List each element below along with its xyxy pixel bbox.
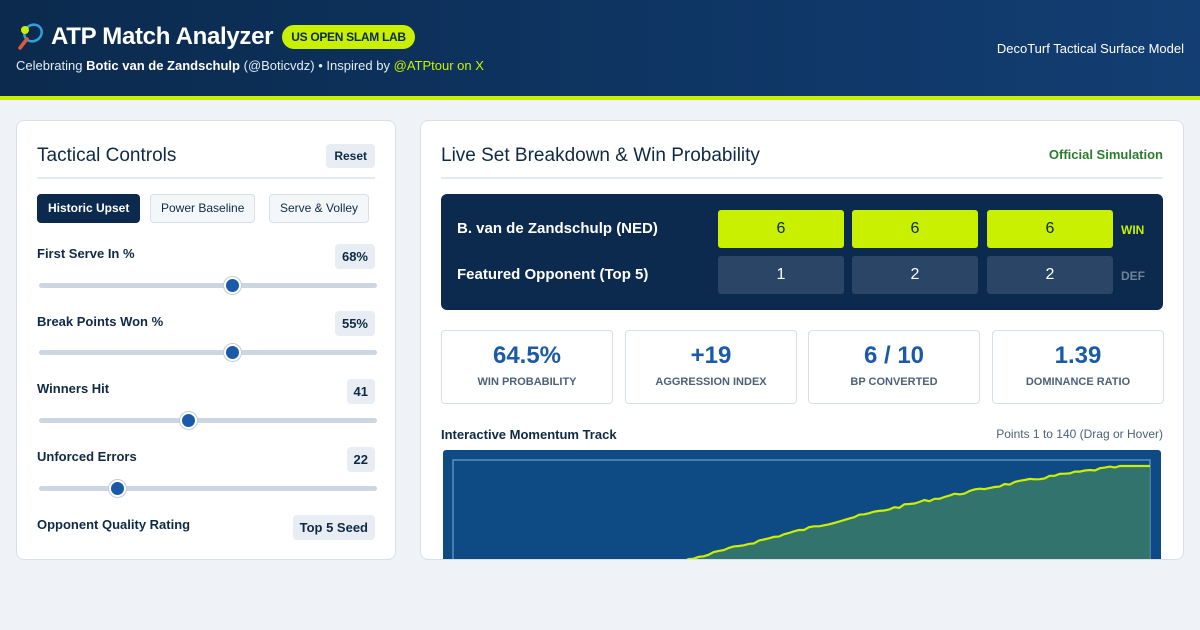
dominance-ratio-label: DOMINANCE RATIO bbox=[1025, 376, 1131, 388]
header-subtitle: Celebrating Botic van de Zandschulp (@Bo… bbox=[16, 58, 484, 73]
momentum-line[interactable] bbox=[453, 464, 1150, 560]
player-1-name: B. van de Zandschulp (NED) bbox=[457, 220, 658, 237]
momentum-area bbox=[689, 466, 1150, 559]
player-1-set-1: 6 bbox=[718, 210, 844, 248]
player-2-result: DEF bbox=[1121, 269, 1145, 283]
tactical-controls-card: Tactical Controls Reset Historic Upset P… bbox=[16, 120, 396, 560]
winners-label: Winners Hit bbox=[37, 381, 110, 396]
player-2-name: Featured Opponent (Top 5) bbox=[457, 266, 649, 283]
first-serve-slider[interactable] bbox=[39, 277, 377, 294]
break-points-value: 55% bbox=[334, 311, 375, 336]
player-1-set-3: 6 bbox=[987, 210, 1113, 248]
break-points-slider[interactable] bbox=[39, 344, 377, 361]
aggression-index-label: AGGRESSION INDEX bbox=[655, 376, 767, 388]
official-simulation-label: Official Simulation bbox=[1048, 147, 1163, 162]
player-handle: (@Boticvdz) bbox=[243, 58, 315, 73]
opponent-quality-label: Opponent Quality Rating bbox=[37, 517, 191, 532]
app-title: ATP Match Analyzer bbox=[51, 23, 274, 50]
player-2-set-3: 2 bbox=[987, 256, 1113, 294]
opponent-quality-value[interactable]: Top 5 Seed bbox=[292, 515, 375, 540]
first-serve-label: First Serve In % bbox=[37, 246, 135, 261]
unforced-errors-value: 22 bbox=[346, 447, 375, 472]
aggression-index-value: +19 bbox=[690, 342, 732, 369]
unforced-errors-slider[interactable] bbox=[39, 480, 377, 497]
controls-title: Tactical Controls bbox=[37, 145, 177, 166]
bp-converted-label: BP CONVERTED bbox=[850, 376, 938, 388]
atptour-link[interactable]: @ATPtour on X bbox=[393, 58, 484, 73]
brand: ATP Match Analyzer US OPEN SLAM LAB bbox=[16, 22, 415, 52]
momentum-track-title: Interactive Momentum Track bbox=[441, 427, 617, 442]
breakdown-divider bbox=[441, 177, 1163, 179]
inspired-text: • Inspired by bbox=[318, 58, 390, 73]
breakdown-title: Live Set Breakdown & Win Probability bbox=[441, 145, 760, 166]
stat-dominance-ratio: 1.39 DOMINANCE RATIO bbox=[992, 330, 1164, 404]
momentum-track-range: Points 1 to 140 (Drag or Hover) bbox=[996, 427, 1163, 441]
preset-serve-volley[interactable]: Serve & Volley bbox=[269, 194, 370, 223]
break-points-label: Break Points Won % bbox=[37, 314, 164, 329]
app-header: ATP Match Analyzer US OPEN SLAM LAB Cele… bbox=[0, 0, 1200, 96]
unforced-errors-label: Unforced Errors bbox=[37, 449, 137, 464]
player-2-set-1: 1 bbox=[718, 256, 844, 294]
subtitle-prefix: Celebrating bbox=[16, 58, 83, 73]
surface-model-label: DecoTurf Tactical Surface Model bbox=[996, 41, 1184, 56]
stat-bp-converted: 6 / 10 BP CONVERTED bbox=[808, 330, 980, 404]
first-serve-slider-thumb[interactable] bbox=[223, 277, 241, 294]
player-1-result: WIN bbox=[1121, 223, 1145, 237]
dominance-ratio-value: 1.39 bbox=[1054, 342, 1102, 369]
stat-aggression-index: +19 AGGRESSION INDEX bbox=[625, 330, 797, 404]
stat-win-probability: 64.5% WIN PROBABILITY bbox=[441, 330, 613, 404]
win-probability-value: 64.5% bbox=[492, 342, 562, 369]
momentum-chart[interactable] bbox=[443, 450, 1161, 560]
slam-lab-badge: US OPEN SLAM LAB bbox=[282, 25, 415, 49]
reset-button[interactable]: Reset bbox=[326, 144, 375, 168]
break-points-slider-thumb[interactable] bbox=[223, 344, 241, 361]
winners-slider-thumb[interactable] bbox=[179, 412, 197, 429]
win-probability-label: WIN PROBABILITY bbox=[477, 376, 577, 388]
tennis-racket-icon bbox=[16, 22, 46, 52]
player-2-set-2: 2 bbox=[852, 256, 978, 294]
player-1-set-2: 6 bbox=[852, 210, 978, 248]
preset-power-baseline[interactable]: Power Baseline bbox=[150, 194, 256, 223]
scoreboard: B. van de Zandschulp (NED) 6 6 6 WIN Fea… bbox=[441, 194, 1163, 310]
winners-value: 41 bbox=[346, 379, 375, 404]
preset-historic-upset[interactable]: Historic Upset bbox=[37, 194, 141, 223]
header-accent-bar bbox=[0, 96, 1200, 100]
momentum-track[interactable] bbox=[443, 450, 1161, 560]
first-serve-value: 68% bbox=[334, 244, 375, 269]
controls-divider bbox=[37, 177, 375, 179]
unforced-errors-slider-thumb[interactable] bbox=[108, 480, 126, 497]
player-full-name: Botic van de Zandschulp bbox=[86, 58, 240, 73]
bp-converted-value: 6 / 10 bbox=[863, 342, 925, 369]
set-breakdown-card: Live Set Breakdown & Win Probability Off… bbox=[420, 120, 1184, 560]
winners-slider[interactable] bbox=[39, 412, 377, 429]
